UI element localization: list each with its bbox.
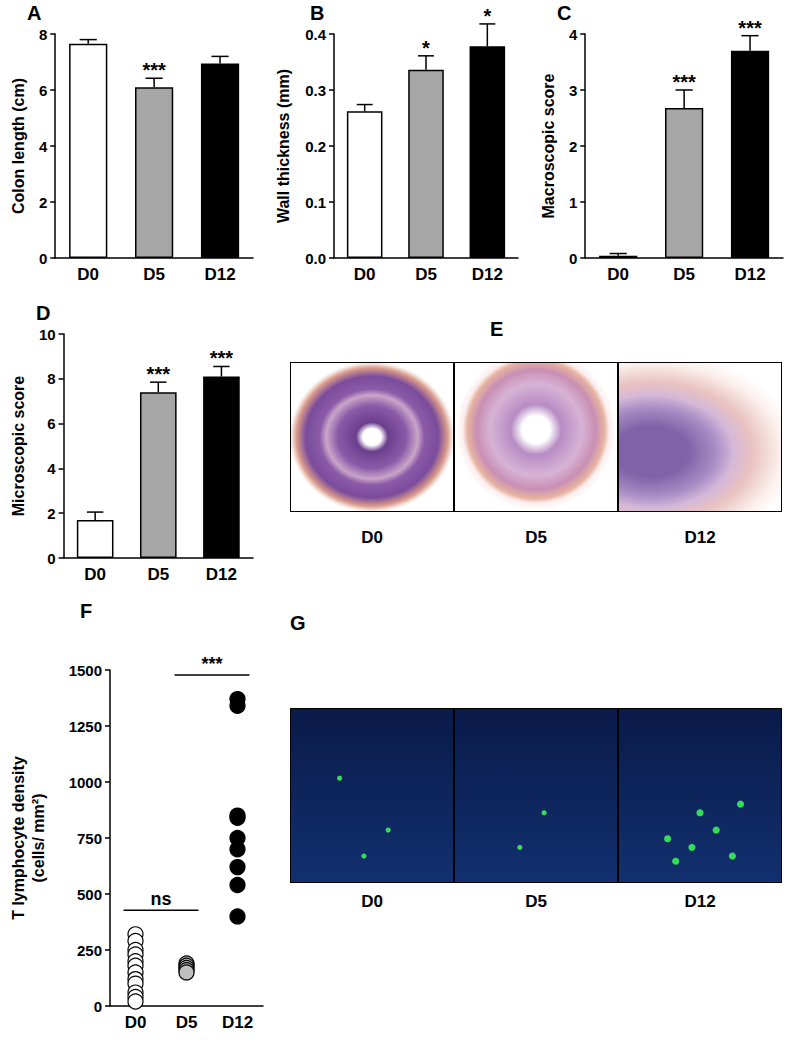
svg-text:8: 8 [39, 26, 47, 43]
html-text:B: B [310, 2, 325, 24]
html-text:D0: D0 [361, 528, 383, 547]
svg-text:D12: D12 [204, 265, 235, 284]
svg-text:D5: D5 [143, 265, 165, 284]
svg-text:0.3: 0.3 [305, 82, 326, 99]
svg-text:***: *** [210, 347, 234, 369]
svg-text:D0: D0 [354, 265, 376, 284]
html-text:D: D [36, 302, 51, 324]
svg-text:0: 0 [47, 550, 55, 567]
html-text:A: A [27, 2, 42, 24]
html-text:E: E [490, 318, 504, 340]
svg-text:0.1: 0.1 [305, 194, 326, 211]
svg-text:D0: D0 [125, 1013, 147, 1032]
svg-text:***: *** [738, 17, 762, 39]
svg-text:1500: 1500 [69, 662, 102, 679]
svg-text:10: 10 [39, 326, 56, 343]
svg-text:D5: D5 [415, 265, 437, 284]
svg-text:1: 1 [569, 194, 577, 211]
svg-text:D0: D0 [77, 265, 99, 284]
svg-text:***: *** [147, 363, 171, 385]
html-text:G: G [290, 612, 306, 634]
svg-text:T lymphocyte density: T lymphocyte density [10, 756, 27, 920]
svg-text:0.4: 0.4 [305, 26, 327, 43]
html-text:D5: D5 [525, 892, 547, 911]
svg-text:0: 0 [569, 250, 577, 267]
svg-text:Macroscopic score: Macroscopic score [540, 73, 557, 218]
svg-text:D12: D12 [222, 1013, 253, 1032]
svg-text:***: *** [201, 654, 222, 674]
svg-text:D5: D5 [147, 565, 169, 584]
svg-text:D0: D0 [607, 265, 629, 284]
svg-text:1250: 1250 [69, 718, 102, 735]
svg-text:D5: D5 [176, 1013, 198, 1032]
html-text:D0: D0 [361, 892, 383, 911]
svg-text:2: 2 [47, 505, 55, 522]
svg-text:2: 2 [39, 194, 47, 211]
svg-text:D0: D0 [84, 565, 106, 584]
svg-text:0.2: 0.2 [305, 138, 326, 155]
svg-text:Colon length (cm): Colon length (cm) [10, 78, 27, 214]
svg-text:500: 500 [77, 886, 102, 903]
svg-text:8: 8 [47, 370, 55, 387]
svg-text:6: 6 [47, 415, 55, 432]
svg-text:4: 4 [47, 460, 56, 477]
svg-text:4: 4 [39, 138, 48, 155]
svg-text:Wall thickness (mm): Wall thickness (mm) [275, 69, 292, 223]
svg-text:1000: 1000 [69, 774, 102, 791]
svg-text:0.0: 0.0 [305, 250, 326, 267]
svg-text:***: *** [142, 59, 166, 81]
html-text:D12: D12 [684, 528, 716, 547]
html-text:C: C [557, 2, 572, 24]
svg-text:0: 0 [94, 998, 102, 1015]
svg-text:D12: D12 [206, 565, 237, 584]
svg-text:6: 6 [39, 82, 47, 99]
svg-text:3: 3 [569, 82, 577, 99]
svg-text:250: 250 [77, 942, 102, 959]
svg-text:*: * [483, 5, 491, 27]
svg-text:D5: D5 [673, 265, 695, 284]
html-text:D5: D5 [525, 528, 547, 547]
svg-text:*: * [422, 37, 430, 59]
html-text:D12: D12 [684, 892, 716, 911]
svg-text:Microscopic score: Microscopic score [10, 376, 27, 517]
svg-text:2: 2 [569, 138, 577, 155]
svg-text:ns: ns [150, 889, 171, 909]
svg-text:D12: D12 [472, 265, 503, 284]
svg-text:0: 0 [39, 250, 47, 267]
svg-text:750: 750 [77, 830, 102, 847]
svg-text:4: 4 [569, 26, 578, 43]
svg-text:D12: D12 [734, 265, 765, 284]
html-text:F: F [80, 600, 93, 622]
svg-text:***: *** [672, 71, 696, 93]
svg-text:(cells/ mm²): (cells/ mm²) [30, 794, 47, 883]
